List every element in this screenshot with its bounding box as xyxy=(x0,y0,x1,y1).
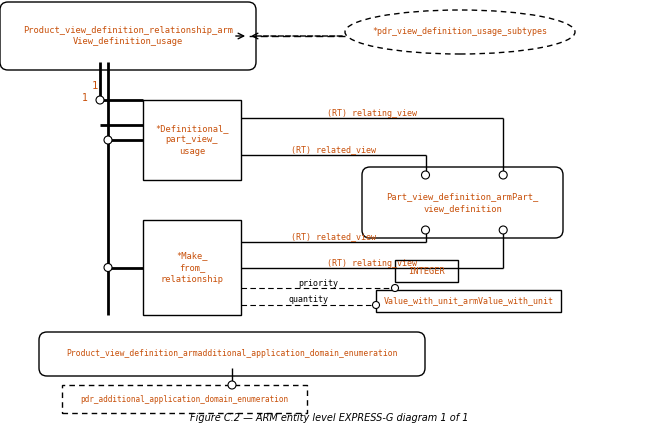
Circle shape xyxy=(499,171,507,179)
Bar xyxy=(376,290,561,312)
Text: priority: priority xyxy=(298,279,338,288)
Text: (RT) relating_view: (RT) relating_view xyxy=(327,108,417,117)
Text: Value_with_unit_armValue_with_unit: Value_with_unit_armValue_with_unit xyxy=(384,297,553,305)
Circle shape xyxy=(392,285,399,292)
Text: *pdr_view_definition_usage_subtypes: *pdr_view_definition_usage_subtypes xyxy=(372,28,547,37)
Text: *Make_
from_
relationship: *Make_ from_ relationship xyxy=(161,251,224,284)
Text: (RT) related_view: (RT) related_view xyxy=(291,145,376,154)
Circle shape xyxy=(104,264,112,271)
FancyBboxPatch shape xyxy=(39,332,425,376)
Bar xyxy=(62,385,307,413)
Text: Product_view_definition_armadditional_application_domain_enumeration: Product_view_definition_armadditional_ap… xyxy=(66,350,397,359)
Circle shape xyxy=(422,171,430,179)
Text: *Definitional_
part_view_
usage: *Definitional_ part_view_ usage xyxy=(155,124,229,156)
Bar xyxy=(143,220,241,315)
Bar xyxy=(143,100,241,180)
Text: Product_view_definition_relationship_arm
View_definition_usage: Product_view_definition_relationship_arm… xyxy=(23,26,233,46)
Circle shape xyxy=(104,136,112,144)
Circle shape xyxy=(228,381,236,389)
Text: Figure C.2 — ARM entity level EXPRESS-G diagram 1 of 1: Figure C.2 — ARM entity level EXPRESS-G … xyxy=(190,413,468,423)
FancyBboxPatch shape xyxy=(0,2,256,70)
FancyBboxPatch shape xyxy=(362,167,563,238)
Text: pdr_additional_application_domain_enumeration: pdr_additional_application_domain_enumer… xyxy=(80,394,289,403)
Text: Part_view_definition_armPart_
view_definition: Part_view_definition_armPart_ view_defin… xyxy=(386,192,539,213)
Circle shape xyxy=(422,226,430,234)
Circle shape xyxy=(372,301,380,308)
Text: quantity: quantity xyxy=(288,295,328,304)
Ellipse shape xyxy=(345,10,575,54)
Text: 1: 1 xyxy=(91,81,98,91)
Text: 1: 1 xyxy=(82,93,88,103)
Circle shape xyxy=(499,226,507,234)
Text: INTEGER: INTEGER xyxy=(408,267,445,276)
Text: (RT) related_view: (RT) related_view xyxy=(291,233,376,242)
Bar xyxy=(395,260,458,282)
Text: (RT) relating_view: (RT) relating_view xyxy=(327,258,417,267)
Circle shape xyxy=(96,96,104,104)
